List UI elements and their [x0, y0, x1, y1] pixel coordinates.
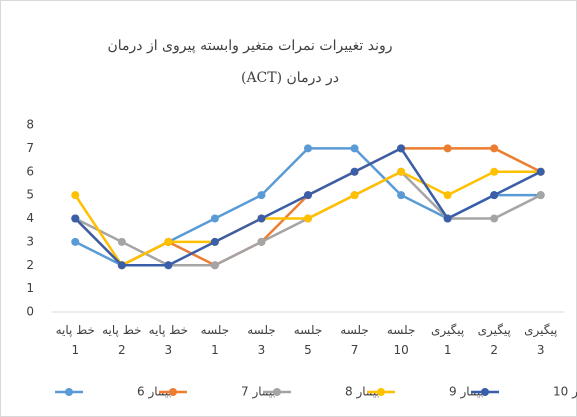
- chart-title: روند تغییرات نمرات متغیر وابسته پیروی از…: [107, 38, 392, 54]
- data-point: [490, 167, 499, 176]
- data-point: [350, 191, 359, 200]
- data-point: [117, 261, 126, 270]
- y-tick-label: 1: [26, 281, 34, 295]
- data-point: [210, 237, 219, 246]
- data-point: [536, 167, 545, 176]
- chart-title: در درمان (ACT): [241, 70, 339, 86]
- data-point: [350, 144, 359, 153]
- data-point: [164, 237, 173, 246]
- legend-marker: [377, 388, 385, 396]
- data-point: [257, 191, 266, 200]
- data-point: [397, 191, 406, 200]
- x-tick-label: جلسه 1: [201, 323, 230, 357]
- data-point: [257, 237, 266, 246]
- data-point: [443, 191, 452, 200]
- y-tick-label: 3: [26, 234, 34, 248]
- x-tick-label: جلسه 7: [340, 323, 369, 357]
- legend-label: بیمار 7: [241, 385, 276, 400]
- y-tick-label: 6: [26, 164, 34, 178]
- data-point: [397, 167, 406, 176]
- data-point: [164, 261, 173, 270]
- legend-marker: [169, 388, 177, 396]
- x-tick-label: جلسه 10: [387, 323, 416, 357]
- data-point: [490, 144, 499, 153]
- y-tick-label: 8: [26, 118, 34, 132]
- data-point: [71, 214, 80, 223]
- data-point: [71, 191, 80, 200]
- legend-label: بیمار 9: [449, 385, 484, 400]
- data-point: [304, 144, 312, 153]
- data-point: [490, 191, 499, 200]
- data-point: [536, 191, 545, 200]
- data-point: [71, 237, 80, 246]
- x-tick-label: پیگیری 3: [524, 323, 557, 357]
- data-point: [117, 237, 126, 246]
- x-tick-label: خط پایه 3: [149, 323, 188, 357]
- data-point: [210, 261, 219, 270]
- x-tick-label: پیگیری 2: [478, 323, 511, 357]
- x-tick-label: خط پایه 1: [56, 323, 95, 357]
- data-point: [443, 144, 452, 153]
- y-tick-label: 4: [26, 211, 34, 225]
- x-tick-label: پیگیری 1: [431, 323, 464, 357]
- y-tick-label: 7: [26, 141, 34, 155]
- legend-marker: [273, 388, 281, 396]
- data-point: [443, 214, 452, 223]
- legend-marker: [65, 388, 73, 396]
- y-tick-label: 2: [26, 258, 34, 272]
- legend-label: بیمار 10: [553, 385, 577, 400]
- x-tick-label: خط پایه 2: [102, 323, 141, 357]
- legend-label: بیمار 6: [137, 385, 172, 400]
- data-point: [397, 144, 406, 153]
- data-point: [350, 167, 359, 176]
- y-tick-label: 5: [26, 188, 34, 202]
- data-point: [304, 191, 312, 200]
- x-tick-label: جلسه 5: [294, 323, 323, 357]
- data-point: [490, 214, 499, 223]
- legend-label: بیمار 8: [345, 385, 380, 400]
- data-point: [304, 214, 312, 223]
- data-point: [210, 214, 219, 223]
- x-tick-label: جلسه 3: [247, 323, 276, 357]
- y-tick-label: 0: [26, 305, 34, 319]
- legend-marker: [481, 388, 489, 396]
- data-point: [257, 214, 266, 223]
